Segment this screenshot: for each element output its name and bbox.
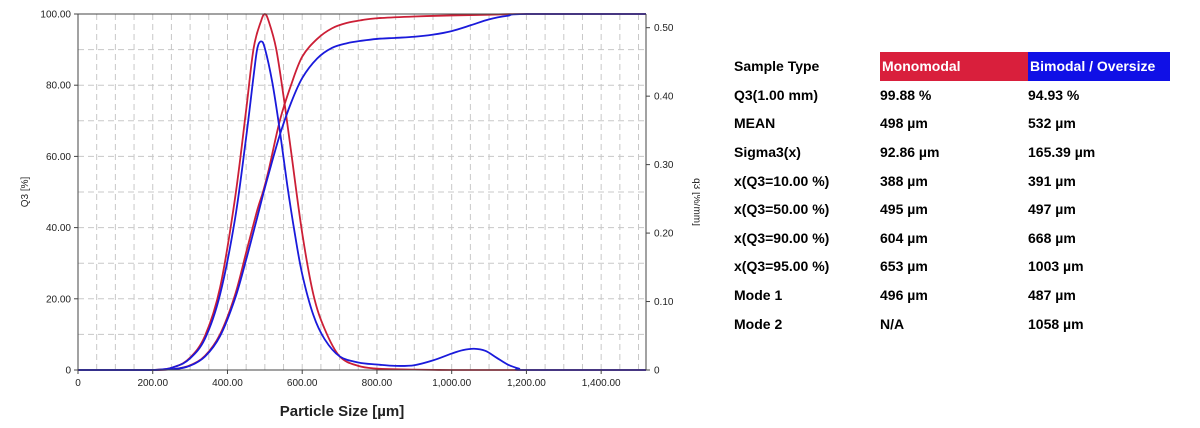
monomodal-value: 495 µm [880, 201, 928, 218]
stats-label: Q3(1.00 mm) [734, 86, 819, 103]
monomodal-value: 99.88 % [880, 86, 932, 103]
y-tick-label: 0 [65, 366, 71, 377]
stats-label: x(Q3=10.00 %) [734, 172, 830, 189]
bimodal-value: 497 µm [1028, 201, 1076, 218]
y-axis-title: Q3 [%] [20, 177, 31, 208]
stats-row: Sigma3(x) 92.86 µm 165.39 µm [734, 138, 1170, 167]
y2-tick-label: 0 [654, 366, 660, 377]
y-tick-label: 100.00 [40, 10, 71, 21]
y-tick-label: 80.00 [46, 81, 71, 92]
bimodal-value: 1058 µm [1028, 315, 1084, 332]
x-tick-label: 600.00 [287, 378, 318, 389]
tick-layer: 0 200.00 400.00 600.00 800.00 1,000.00 1,200.0… [40, 10, 673, 390]
y-tick-label: 60.00 [46, 152, 71, 163]
monomodal-value: 498 µm [880, 115, 928, 132]
stats-label: Mode 2 [734, 315, 783, 332]
header-sample-type: Sample Type [734, 58, 820, 75]
bimodal-value: 1003 µm [1028, 258, 1084, 275]
stats-label: x(Q3=90.00 %) [734, 229, 830, 246]
monomodal-value: 92.86 µm [880, 144, 940, 161]
axes-layer [77, 13, 647, 371]
monomodal-value: N/A [880, 315, 905, 332]
stats-label: Mode 1 [734, 287, 783, 304]
stats-row: x(Q3=10.00 %) 388 µm 391 µm [734, 166, 1170, 195]
x-tick-label: 400.00 [212, 378, 243, 389]
bimodal-value: 391 µm [1028, 172, 1076, 189]
x-axis-title: Particle Size [µm] [280, 403, 405, 420]
x-tick-label: 1,200.00 [507, 378, 546, 389]
stats-label: MEAN [734, 115, 776, 132]
monomodal-value: 604 µm [880, 229, 928, 246]
stats-row: x(Q3=95.00 %) 653 µm 1003 µm [734, 252, 1170, 281]
stats-row: x(Q3=50.00 %) 495 µm 497 µm [734, 195, 1170, 224]
stats-label: Sigma3(x) [734, 144, 801, 161]
bimodal-value: 94.93 % [1028, 86, 1080, 103]
stats-body: Q3(1.00 mm) 99.88 % 94.93 % MEAN 498 µm 532 µ… [734, 81, 1170, 338]
bimodal-value: 487 µm [1028, 287, 1076, 304]
chart-svg: 0 200.00 400.00 600.00 800.00 1,000.00 1,200.0… [20, 10, 700, 421]
y-tick-label: 40.00 [46, 223, 71, 234]
y2-tick-label: 0.40 [654, 92, 674, 103]
y2-tick-label: 0.10 [654, 297, 674, 308]
stats-header-row: Sample Type Monomodal Bimodal / Oversize [734, 52, 1170, 81]
x-tick-label: 1,000.00 [432, 378, 471, 389]
stats-row: Mode 1 496 µm 487 µm [734, 281, 1170, 310]
stats-row: MEAN 498 µm 532 µm [734, 109, 1170, 138]
monomodal-value: 496 µm [880, 287, 928, 304]
cumulative-curve [77, 13, 646, 371]
stats-label: x(Q3=95.00 %) [734, 258, 830, 275]
stats-row: x(Q3=90.00 %) 604 µm 668 µm [734, 224, 1170, 253]
x-tick-label: 1,400.00 [582, 378, 621, 389]
monomodal-value: 388 µm [880, 172, 928, 189]
y2-tick-label: 0.50 [654, 23, 674, 34]
particle-size-chart: 0 200.00 400.00 600.00 800.00 1,000.00 1,200.0… [20, 10, 700, 421]
bimodal-value: 532 µm [1028, 115, 1076, 132]
stats-table: Sample Type Monomodal Bimodal / Oversize… [734, 52, 1170, 338]
x-tick-label: 800.00 [362, 378, 393, 389]
density-curve [77, 40, 646, 371]
bimodal-value: 165.39 µm [1028, 144, 1096, 161]
x-tick-label: 0 [75, 378, 81, 389]
stats-label: x(Q3=50.00 %) [734, 201, 830, 218]
y2-tick-label: 0.20 [654, 229, 674, 240]
y-tick-label: 20.00 [46, 294, 71, 305]
y2-tick-label: 0.30 [654, 160, 674, 171]
grid-layer [78, 14, 646, 370]
x-tick-label: 200.00 [137, 378, 168, 389]
header-bimodal: Bimodal / Oversize [1028, 52, 1170, 81]
y2-axis-title: q3 [%/mm] [691, 178, 700, 226]
monomodal-value: 653 µm [880, 258, 928, 275]
stats-row: Mode 2 N/A 1058 µm [734, 309, 1170, 338]
bimodal-value: 668 µm [1028, 229, 1076, 246]
stats-row: Q3(1.00 mm) 99.88 % 94.93 % [734, 81, 1170, 110]
header-monomodal: Monomodal [880, 52, 1028, 81]
